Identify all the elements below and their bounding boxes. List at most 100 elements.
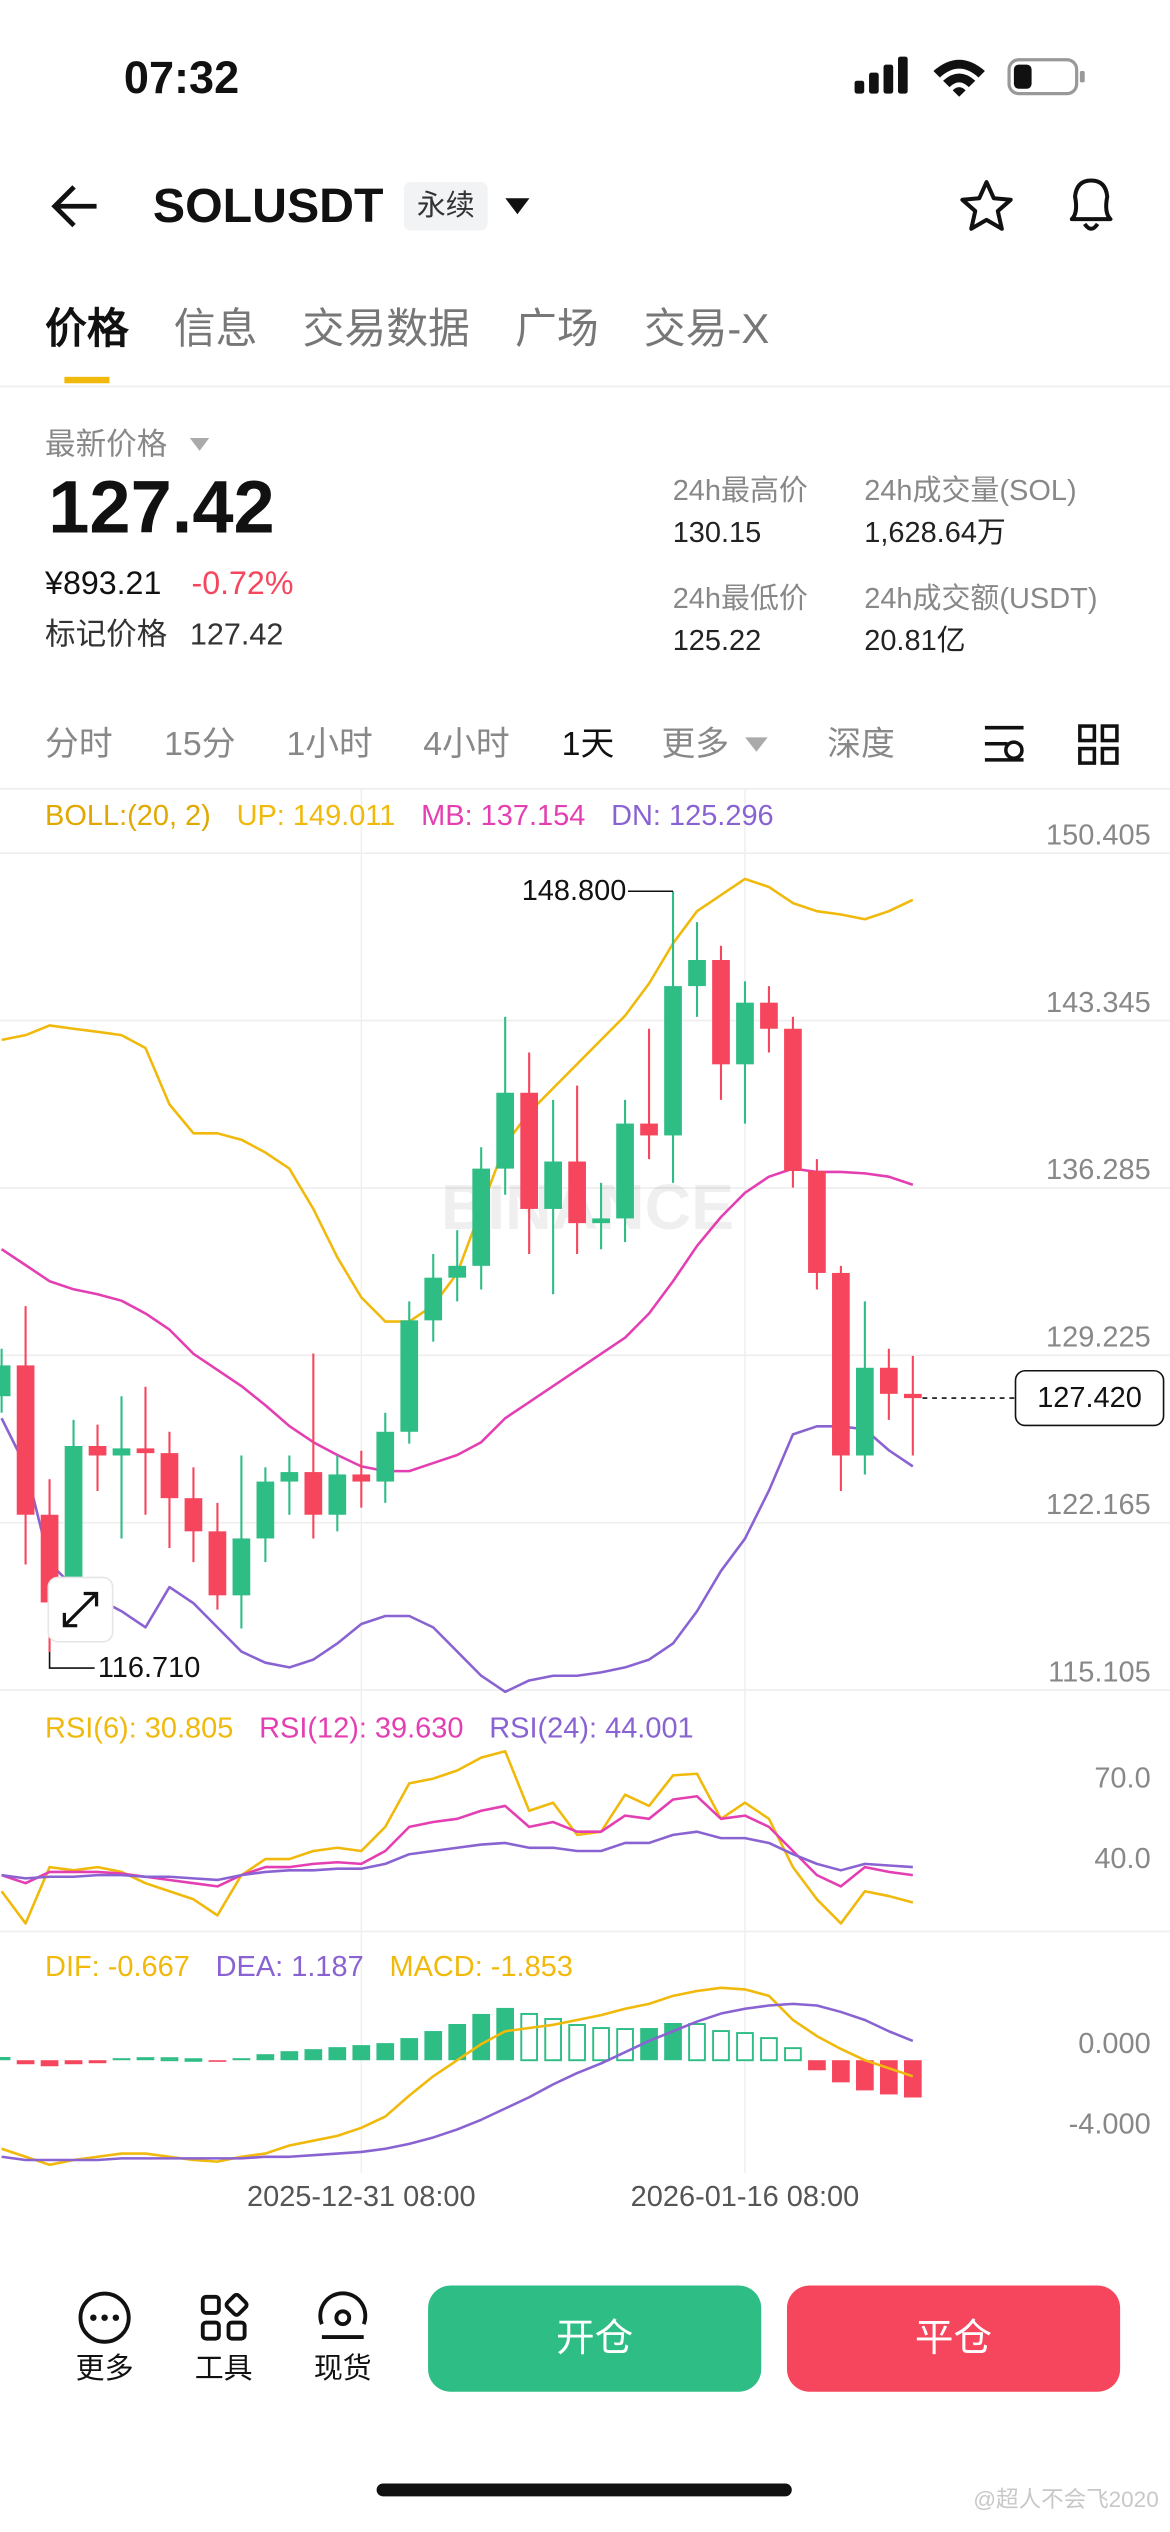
- macd-bar: [712, 2030, 730, 2062]
- status-icons: [854, 56, 1085, 97]
- open-button[interactable]: [428, 2285, 762, 2392]
- candle-body: [568, 1161, 586, 1224]
- tools-icon[interactable]: [200, 2292, 249, 2341]
- timeframe[interactable]: 更多: [661, 725, 729, 763]
- min-label: 116.710: [98, 1652, 201, 1684]
- candle-body: [592, 1218, 610, 1224]
- macd-bar: [88, 2060, 107, 2064]
- macd-bar: [856, 2060, 874, 2091]
- candle-body: [544, 1161, 562, 1209]
- tab-indicator: [64, 376, 110, 384]
- tool-label[interactable]: 工具: [195, 2353, 253, 2385]
- legend-entry: BOLL:(20, 2): [45, 800, 211, 832]
- series-line: [0, 1167, 914, 1473]
- y-tick-label: 150.405: [1046, 819, 1151, 851]
- symbol-dropdown[interactable]: [505, 198, 530, 215]
- price-dropdown[interactable]: [189, 437, 210, 451]
- y-tick-label: 0.000: [1078, 2028, 1150, 2060]
- legend-entry: MACD: -1.853: [389, 1951, 572, 1983]
- tab[interactable]: 价格: [45, 305, 130, 352]
- x-tick-label: 2026-01-16 08:00: [631, 2181, 860, 2213]
- macd-bar: [136, 2057, 155, 2061]
- macd-bar: [688, 2023, 706, 2062]
- candle-body: [160, 1453, 179, 1499]
- cny-price: ¥893.21: [44, 565, 161, 601]
- candle-body: [304, 1472, 323, 1515]
- more-icon[interactable]: [78, 2291, 131, 2344]
- contract-type: 永续: [417, 190, 475, 222]
- series-line: [0, 1417, 914, 1694]
- candle-body: [640, 1123, 658, 1136]
- candle-body: [903, 1393, 922, 1399]
- min-marker: [48, 1652, 95, 1669]
- candle-body: [184, 1498, 203, 1532]
- candle-body: [352, 1474, 371, 1482]
- tab[interactable]: 交易-X: [644, 305, 770, 352]
- close-button[interactable]: [786, 2285, 1121, 2392]
- timeframe[interactable]: 分时: [45, 725, 113, 763]
- candle-body: [616, 1123, 634, 1219]
- favorite-icon[interactable]: [960, 180, 1013, 231]
- more-dropdown[interactable]: [745, 737, 768, 752]
- candle-body: [856, 1367, 874, 1456]
- last-price: 127.42: [48, 466, 274, 549]
- y-tick-label: 143.345: [1046, 987, 1151, 1019]
- y-tick-label: 122.165: [1046, 1489, 1151, 1521]
- legend-entry: DIF: -0.667: [45, 1951, 190, 1983]
- symbol: SOLUSDT: [153, 179, 384, 233]
- macd-bar: [832, 2060, 850, 2083]
- stat-value: 20.81亿: [864, 625, 965, 657]
- alert-icon[interactable]: [1069, 178, 1113, 231]
- tool-label[interactable]: 更多: [76, 2353, 134, 2385]
- tab[interactable]: 信息: [174, 305, 258, 352]
- macd-bar: [232, 2058, 251, 2061]
- tab[interactable]: 交易数据: [303, 305, 470, 352]
- macd-bar: [784, 2047, 802, 2062]
- back-button[interactable]: [51, 185, 97, 228]
- close-button-label[interactable]: 平仓: [915, 2317, 992, 2360]
- macd-bar: [544, 2018, 562, 2062]
- y-tick-label: -4.000: [1069, 2109, 1151, 2141]
- candle-body: [712, 960, 730, 1065]
- chart-settings-icon[interactable]: [984, 725, 1024, 762]
- candle-body: [400, 1320, 419, 1432]
- price-change: -0.72%: [192, 565, 294, 601]
- tool-label[interactable]: 现货: [314, 2353, 372, 2385]
- legend-entry: RSI(6): 30.805: [45, 1713, 233, 1745]
- candle-body: [88, 1445, 107, 1456]
- macd-bar: [16, 2060, 35, 2065]
- timeframe[interactable]: 1小时: [286, 725, 372, 763]
- y-tick-label: 136.285: [1046, 1154, 1151, 1186]
- tab[interactable]: 广场: [515, 305, 599, 352]
- timeframe[interactable]: 1天: [562, 725, 615, 763]
- stat-value: 130.15: [673, 517, 762, 549]
- macd-bar: [376, 2043, 395, 2061]
- candle-body: [376, 1431, 395, 1482]
- mark-label: 标记价格: [45, 617, 167, 651]
- candle-body: [0, 1365, 11, 1397]
- stat-label: 24h最低价: [673, 583, 808, 615]
- last-price-box: [1014, 1369, 1165, 1427]
- macd-bar: [160, 2057, 179, 2062]
- y-tick-label: 129.225: [1046, 1322, 1151, 1354]
- candle-body: [208, 1531, 227, 1596]
- candle-body: [832, 1272, 850, 1456]
- series-line: [1, 2002, 914, 2162]
- x-tick-label: 2025-12-31 08:00: [247, 2181, 476, 2213]
- stat-value: 1,628.64万: [864, 517, 1006, 549]
- candle-body: [520, 1092, 539, 1209]
- candle-body: [328, 1474, 347, 1515]
- macd-bar: [304, 2049, 323, 2061]
- spot-icon[interactable]: [318, 2291, 368, 2339]
- timeframe[interactable]: 深度: [827, 725, 895, 763]
- timeframe[interactable]: 15分: [164, 725, 235, 763]
- open-button-label[interactable]: 开仓: [556, 2317, 633, 2360]
- macd-bar: [903, 2060, 922, 2098]
- timeframe[interactable]: 4小时: [423, 725, 509, 763]
- candle-body: [736, 1002, 754, 1065]
- layout-icon[interactable]: [1078, 724, 1119, 765]
- watermark: @超人不会飞2020: [973, 2487, 1159, 2512]
- expand-button[interactable]: [47, 1576, 114, 1643]
- candle-body: [16, 1365, 35, 1515]
